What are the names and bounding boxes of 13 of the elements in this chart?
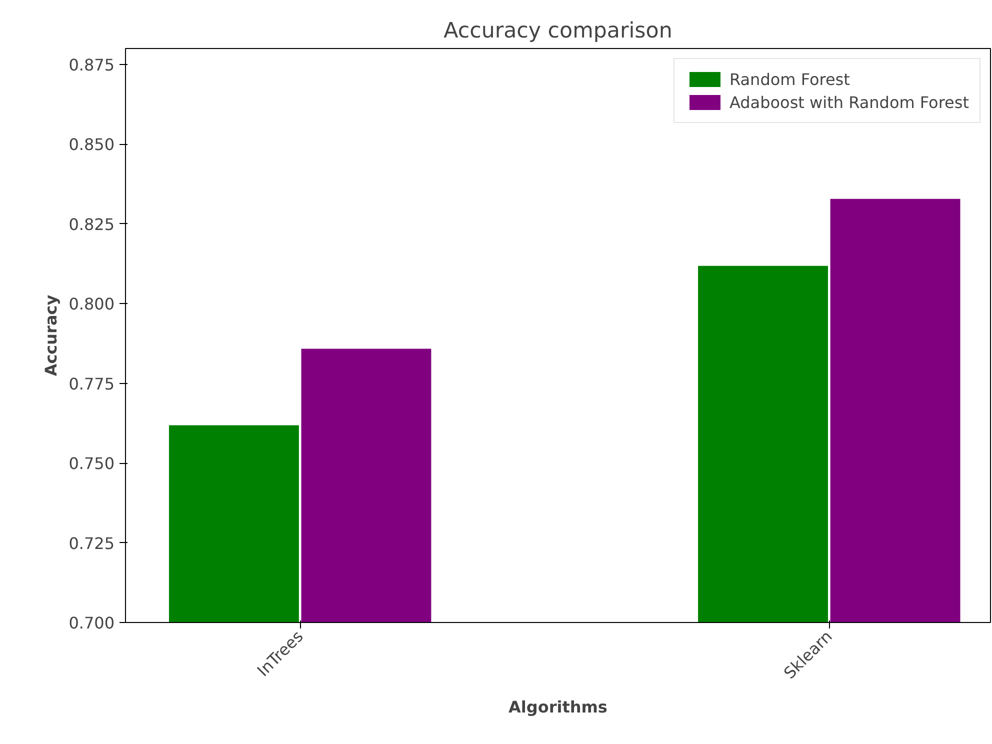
x-axis-title: Algorithms <box>508 697 608 716</box>
y-tick-label: 0.750 <box>68 454 115 474</box>
y-axis-title: Accuracy <box>42 294 61 376</box>
y-tick-label: 0.725 <box>68 534 115 553</box>
y-tick-label: 0.700 <box>68 614 115 632</box>
legend-label: Random Forest <box>729 70 850 88</box>
chart-title: Accuracy comparison <box>444 18 672 44</box>
legend-label: Adaboost with Random Forest <box>729 92 969 112</box>
y-tick-label: 0.850 <box>68 135 115 154</box>
y-tick-label: 0.875 <box>68 55 115 74</box>
y-tick-label: 0.800 <box>68 294 115 314</box>
y-tick-label: 0.775 <box>68 374 115 394</box>
y-tick-label: 0.825 <box>68 214 115 234</box>
